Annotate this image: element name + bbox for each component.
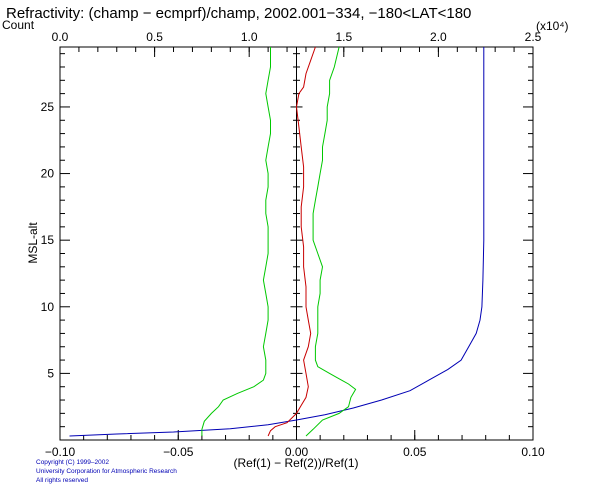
x-tick-label: −0.10 [45,445,76,459]
y-tick-label: 15 [41,233,55,247]
x-tick-label: −0.05 [163,445,194,459]
series-group [69,46,485,437]
top-tick-label: 0.0 [52,30,69,44]
y-axis-title: MSL-alt [26,222,40,264]
series-line-count [69,47,485,437]
x-tick-label: 0.05 [403,445,427,459]
copyright-line-3: All rights reserved [36,477,88,484]
series-line-mean [267,46,316,437]
top-axis-label: Count [2,18,35,32]
y-tick-label: 5 [47,366,54,380]
tick-labels: −0.10 −0.05 0.00 0.05 0.10 0.0 0.5 1.0 1.5 2.0 2.5… [41,30,545,459]
top-tick-label: 2.5 [525,30,542,44]
axis-ticks [59,47,534,440]
x-axis-title: (Ref(1) − Ref(2))/Ref(1) [233,456,358,470]
y-tick-label: 20 [41,167,55,181]
series-line-mean-std [201,47,271,436]
copyright-line-2: University Corporation for Atmospheric R… [36,468,177,475]
copyright-line-1: Copyright (C) 1999–2002 [36,459,109,466]
y-tick-label: 10 [41,300,55,314]
top-tick-label: 1.0 [241,30,258,44]
top-tick-label: 1.5 [335,30,352,44]
series-line-mean-std [305,46,357,437]
top-axis-multiplier: (x10⁴) [536,19,569,33]
x-tick-label: 0.00 [285,445,309,459]
x-tick-label: 0.10 [521,445,545,459]
top-tick-label: 0.5 [146,30,163,44]
top-tick-label: 2.0 [430,30,447,44]
chart-title: Refractivity: (champ − ecmprf)/champ, 20… [6,5,471,22]
y-tick-label: 25 [41,100,55,114]
